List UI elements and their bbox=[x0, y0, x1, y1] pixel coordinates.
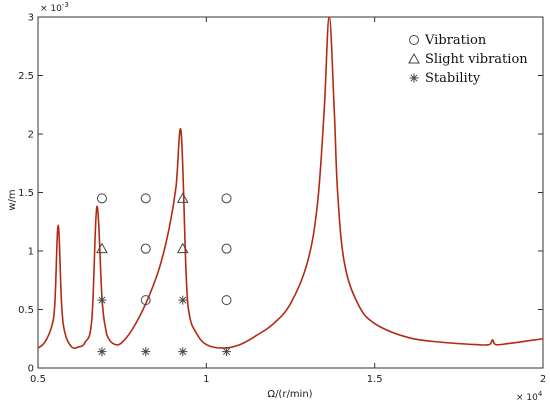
circle-marker bbox=[96, 193, 107, 204]
y-tick-label: 0.5 bbox=[18, 305, 34, 316]
y-tick-label: 2.5 bbox=[18, 71, 34, 82]
x-tick-label: 1.5 bbox=[367, 374, 383, 385]
y-tick-label: 3 bbox=[28, 13, 34, 24]
plot-frame bbox=[37, 16, 544, 369]
circle-marker bbox=[140, 295, 151, 306]
star-marker bbox=[141, 347, 151, 357]
y-exponent-power: -3 bbox=[62, 1, 69, 9]
series-line bbox=[37, 16, 544, 350]
circle-marker bbox=[221, 295, 232, 306]
legend-circle-icon bbox=[409, 35, 419, 45]
x-exponent-base: × 10 bbox=[516, 393, 538, 403]
circle-marker bbox=[140, 193, 151, 204]
legend-label: Stability bbox=[425, 71, 481, 86]
y-tick-label: 0 bbox=[28, 364, 34, 375]
y-axis-label: w/m bbox=[7, 189, 18, 210]
y-tick-label: 1 bbox=[28, 247, 34, 258]
tick-labels: 0.5 1 1.5 200.511.522.53 bbox=[18, 13, 546, 386]
circle-marker bbox=[221, 193, 232, 204]
legend-item: Vibration bbox=[409, 33, 487, 48]
circle-marker bbox=[221, 243, 232, 254]
y-tick-label: 1.5 bbox=[18, 188, 34, 199]
x-tick-label: 2 bbox=[540, 374, 546, 385]
x-axis-label: Ω/(r/min) bbox=[267, 389, 312, 400]
star-marker bbox=[178, 295, 188, 305]
star-marker bbox=[97, 295, 107, 305]
legend-label: Vibration bbox=[424, 33, 487, 48]
legend-item: Slight vibration bbox=[408, 52, 528, 67]
legend-triangle-icon bbox=[408, 52, 420, 64]
star-marker bbox=[178, 347, 188, 357]
axis-ticks bbox=[37, 16, 544, 369]
legend-item: Stability bbox=[409, 71, 481, 86]
legend-star-icon bbox=[409, 73, 419, 83]
marker-layer bbox=[96, 192, 232, 357]
star-marker bbox=[97, 347, 107, 357]
triangle-marker bbox=[176, 242, 189, 254]
legend-label: Slight vibration bbox=[425, 52, 528, 67]
y-axis-exponent: × 10-3 bbox=[40, 1, 69, 14]
y-exponent-base: × 10 bbox=[40, 4, 62, 14]
triangle-marker bbox=[176, 192, 189, 203]
legend: Vibration Slight vibration Stability bbox=[408, 33, 528, 86]
x-axis-exponent: × 104 bbox=[516, 390, 543, 403]
x-exponent-power: 4 bbox=[538, 390, 543, 398]
circle-marker bbox=[140, 243, 151, 254]
x-tick-label: 1 bbox=[203, 374, 209, 385]
plot-area bbox=[37, 16, 544, 369]
y-tick-label: 2 bbox=[28, 130, 34, 141]
triangle-marker bbox=[96, 242, 108, 254]
x-tick-label: 0.5 bbox=[30, 374, 46, 385]
star-marker bbox=[222, 347, 232, 357]
